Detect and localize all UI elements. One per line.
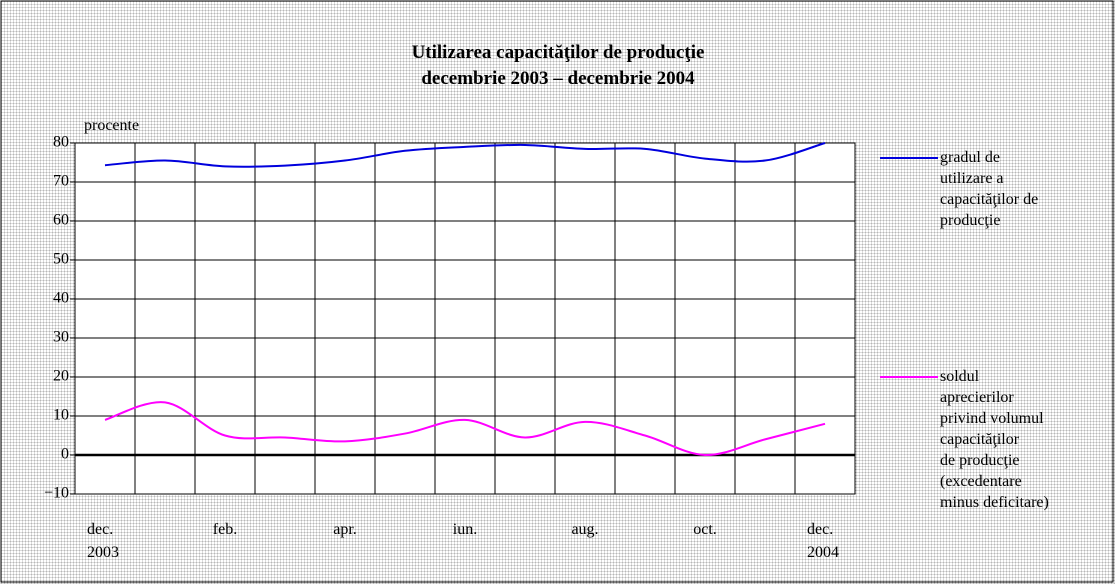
x-tick-label: iun. (452, 521, 478, 538)
x-tick-label: oct. (693, 521, 717, 538)
y-axis-label: procente (84, 117, 140, 134)
y-tick-label: 60 (53, 212, 69, 229)
y-tick-label: 10 (53, 407, 69, 424)
x-tick-label: feb. (212, 521, 238, 538)
x-tick-label: apr. (333, 521, 357, 538)
chart-title: Utilizarea capacităţilor de producţie de… (411, 42, 705, 89)
y-tick-label: 40 (53, 290, 69, 307)
x-tick-label: dec. 2003 (87, 521, 119, 561)
legend-label: gradul de utilizare a capacităţilor de p… (940, 149, 1039, 229)
y-tick-label: −10 (44, 485, 69, 502)
data-line (104, 401, 826, 457)
y-tick-label: 50 (53, 251, 69, 268)
y-tick-label: 70 (53, 173, 69, 190)
x-tick-label: aug. (571, 521, 599, 538)
y-tick-label: 30 (53, 329, 69, 346)
x-tick-label: dec. 2004 (807, 521, 839, 561)
y-tick-label: 80 (53, 134, 69, 151)
y-tick-label: 0 (61, 446, 69, 463)
plot-area (74, 142, 856, 495)
y-tick-label: 20 (53, 368, 69, 385)
legend-label: soldul aprecierilor privind volumul capa… (940, 368, 1049, 511)
data-line (104, 142, 826, 168)
